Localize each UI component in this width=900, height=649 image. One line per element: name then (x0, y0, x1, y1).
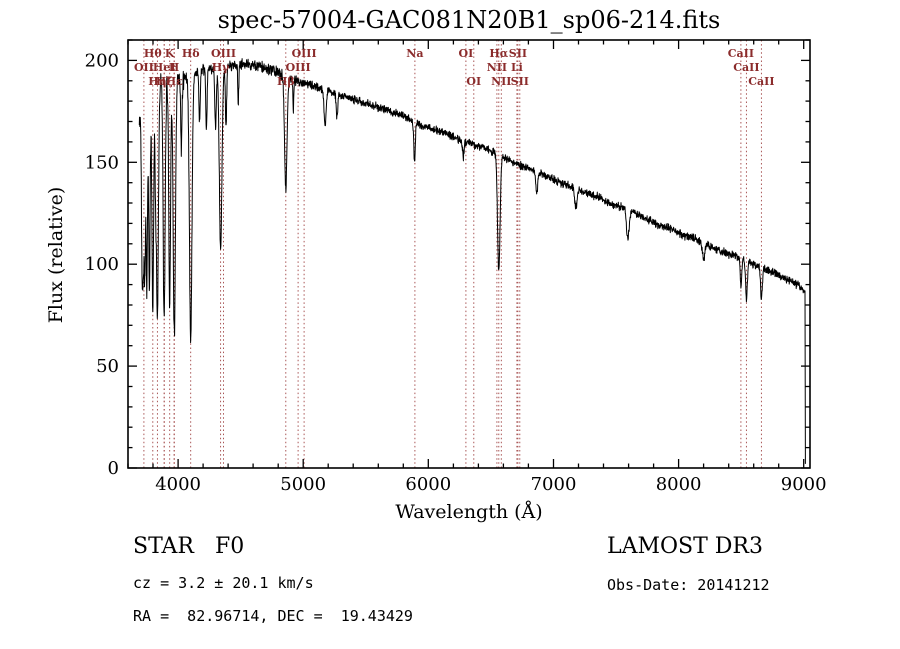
spectral-line-label: OIII (211, 47, 236, 60)
x-tick-label: 7000 (531, 474, 577, 495)
spectral-line-label: CaII (728, 47, 754, 60)
spectral-line-label: Hζ (156, 75, 173, 88)
x-tick-label: 8000 (656, 474, 702, 495)
spectral-line-label: Hδ (182, 47, 200, 60)
spectral-line-label: CaII (748, 75, 774, 88)
spectral-line-label: SII (511, 75, 529, 88)
spectral-line-label: Hε (166, 75, 183, 88)
redshift-velocity-label: cz = 3.2 ± 20.1 km/s (133, 574, 314, 592)
spectrum-polyline (138, 58, 806, 464)
spectral-line-label: OI (466, 75, 481, 88)
x-tick-label: 9000 (781, 474, 827, 495)
spectral-line-label: CaII (733, 61, 759, 74)
y-tick-label: 0 (108, 458, 119, 479)
classification-label: STAR F0 (133, 534, 245, 559)
plot-title: spec-57004-GAC081N20B1_sp06-214.fits (217, 6, 721, 34)
spectral-line-label: Hβ (277, 75, 295, 88)
spectral-line-label: Hη (148, 75, 166, 88)
plot-frame (127, 39, 811, 469)
x-tick-label: 5000 (280, 474, 326, 495)
spectral-line-label: Na (406, 47, 423, 60)
spectral-line-label: Hα (489, 47, 508, 60)
spectral-line-label: OIII (286, 61, 311, 74)
spectral-line-label: OII (134, 61, 154, 74)
spectral-line-label: OIII (292, 47, 317, 60)
spectral-line-label: NII (487, 61, 507, 74)
spectral-line-label: OI (459, 47, 474, 60)
x-tick-label: 6000 (405, 474, 451, 495)
y-tick-label: 200 (85, 50, 119, 71)
ra-dec-label: RA = 82.96714, DEC = 19.43429 (133, 607, 413, 625)
y-tick-label: 100 (85, 254, 119, 275)
spectral-line-label: H (169, 61, 179, 74)
spectral-line-label: SII (509, 47, 527, 60)
spectral-line-label: Hθ (144, 47, 162, 60)
y-tick-label: 50 (96, 356, 119, 377)
spectrum-trace (138, 58, 806, 464)
survey-release-label: LAMOST DR3 (607, 534, 763, 559)
spectral-line-label: HeI (153, 61, 176, 74)
x-tick-label: 4000 (155, 474, 201, 495)
y-axis-title: Flux (relative) (45, 187, 67, 324)
spectral-line-label: Hγ (212, 61, 230, 74)
spectral-line-label: NII (491, 75, 511, 88)
y-tick-label: 150 (85, 152, 119, 173)
axis-ticks: 4000 5000 6000 7000 8000 9000 0 50 100 150 200 (85, 39, 827, 495)
spectral-line-markers (143, 40, 762, 468)
obs-date-label: Obs-Date: 20141212 (607, 576, 770, 594)
x-axis-title: Wavelength (Å) (395, 501, 542, 523)
spectral-line-label: Li (511, 61, 523, 74)
spectral-line-label: K (165, 47, 175, 60)
